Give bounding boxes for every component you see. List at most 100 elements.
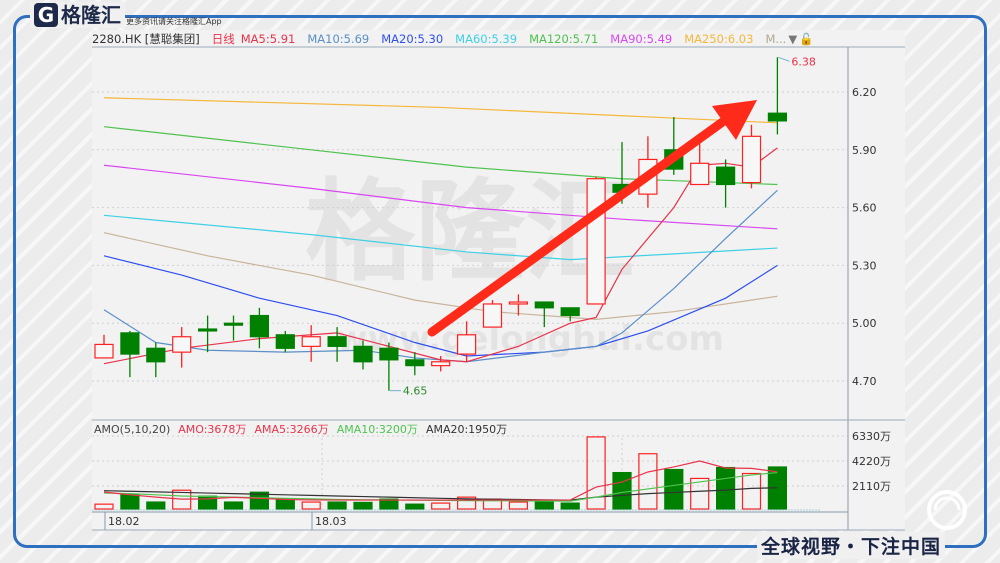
period[interactable]: 日线 (211, 32, 235, 46)
candle-body (198, 328, 218, 332)
ma120-line (103, 126, 778, 186)
candle-body (690, 162, 710, 186)
arrow-head (712, 100, 757, 140)
unlock-icon[interactable]: 🔓 (799, 32, 814, 46)
volume-bar (249, 491, 269, 510)
volume-bar (353, 501, 373, 510)
candle-body (172, 336, 192, 353)
volume-bar (275, 498, 295, 510)
volume-header: AMO(5,10,20) AMO:3678万 AMA5:3266万 AMA10:320… (94, 422, 515, 437)
candle-body (457, 334, 477, 355)
volume-bar (327, 501, 347, 510)
amo-value: AMO:3678万 (178, 423, 247, 436)
price-tick-label: 5.30 (852, 259, 877, 272)
ma60-line (103, 214, 778, 261)
volume-bar (405, 503, 425, 510)
candle-body (223, 322, 244, 326)
volume-bar (638, 453, 658, 510)
price-tick-label: 5.90 (852, 144, 877, 157)
candle-body (120, 332, 140, 355)
ama20-line (103, 487, 778, 501)
volume-tick-label: 4220万 (852, 455, 891, 468)
ma-extra-line (103, 232, 778, 320)
volume-bar (612, 471, 632, 510)
candle-body (508, 301, 528, 305)
volume-bar (94, 503, 114, 510)
logo-text: 格隆汇 (61, 3, 121, 27)
ma90-line (103, 164, 778, 230)
ma5-line (103, 147, 778, 365)
price-header: 2280.HK [慧聪集团] 日线 MA5:5.91 MA10:5.69 MA20:5.… (92, 31, 826, 47)
volume-tick-label: 6330万 (852, 430, 891, 443)
price-tick-label: 5.00 (852, 317, 877, 330)
more-indicators[interactable]: M... (765, 32, 787, 46)
symbol: 2280.HK [慧聪集团] (92, 32, 200, 46)
ma5-label: MA5:5.91 (240, 32, 296, 46)
candle-body (275, 334, 295, 349)
volume-bar (560, 502, 580, 510)
ma10-label: MA10:5.69 (307, 32, 370, 46)
ma250-line (103, 97, 778, 124)
globe-logo (927, 490, 967, 530)
trend-arrow (427, 100, 757, 337)
ma60-label: MA60:5.39 (455, 32, 518, 46)
price-tick-label: 4.70 (852, 375, 877, 388)
date-tick-label: 18.03 (315, 515, 347, 528)
volume-bar (715, 466, 736, 510)
candle-body (405, 359, 425, 367)
globe-icon (927, 490, 967, 530)
candle-body (741, 135, 762, 184)
volume-bar (741, 472, 762, 510)
volume-bar (120, 493, 140, 510)
volume-bar (301, 501, 321, 510)
amo-name: AMO(5,10,20) (94, 423, 171, 436)
ma120-label: MA120:5.71 (529, 32, 599, 46)
volume-bar (379, 498, 399, 510)
candle-body (482, 303, 503, 328)
price-tick-label: 5.60 (852, 202, 877, 215)
candle-body (715, 166, 736, 186)
tagline: 更多资讯请关注格隆汇App (126, 17, 222, 26)
arrow-shaft (427, 113, 733, 337)
candle-body (249, 314, 269, 338)
triangle-down-icon[interactable]: ▼ (788, 32, 798, 46)
watermark-text: 格隆汇 (305, 168, 635, 296)
candle-body (379, 347, 399, 361)
ma20-label: MA20:5.30 (381, 32, 444, 46)
candle-body (560, 307, 580, 317)
candle-body (353, 345, 373, 363)
ma250-label: MA250:6.03 (684, 32, 754, 46)
volume-bar (431, 502, 451, 510)
high-label: 6.38 (791, 55, 816, 68)
candle-body (327, 336, 347, 347)
candle-body (94, 343, 114, 359)
candle-body (146, 347, 166, 363)
ama10-value: AMA10:3200万 (336, 423, 418, 436)
candle-body (301, 336, 321, 347)
high-pointer (778, 56, 790, 62)
volume-tick-label: 2110万 (852, 480, 891, 493)
candle-body (586, 178, 606, 305)
ama20-value: AMA20:1950万 (425, 423, 508, 436)
logo-mark: G (34, 3, 58, 27)
candle-body (534, 301, 554, 309)
volume-bar (664, 468, 684, 510)
outer-frame (13, 15, 987, 548)
volume-bar (534, 500, 554, 510)
date-tick-label: 18.02 (108, 515, 140, 528)
slogan: 全球视野・下注中国 (757, 532, 946, 559)
ama5-line (103, 460, 778, 501)
low-label: 4.65 (403, 385, 428, 398)
ma90-label: MA90:5.49 (610, 32, 673, 46)
candle-body (767, 112, 788, 122)
ama5-value: AMA5:3266万 (254, 423, 329, 436)
candle-body (431, 361, 451, 367)
volume-bar (223, 501, 244, 510)
volume-bar (508, 501, 528, 510)
volume-bar (586, 436, 606, 510)
price-tick-label: 6.20 (852, 86, 877, 99)
volume-bar (690, 477, 710, 510)
logo: G 格隆汇 (30, 2, 125, 28)
volume-bar (146, 501, 166, 510)
